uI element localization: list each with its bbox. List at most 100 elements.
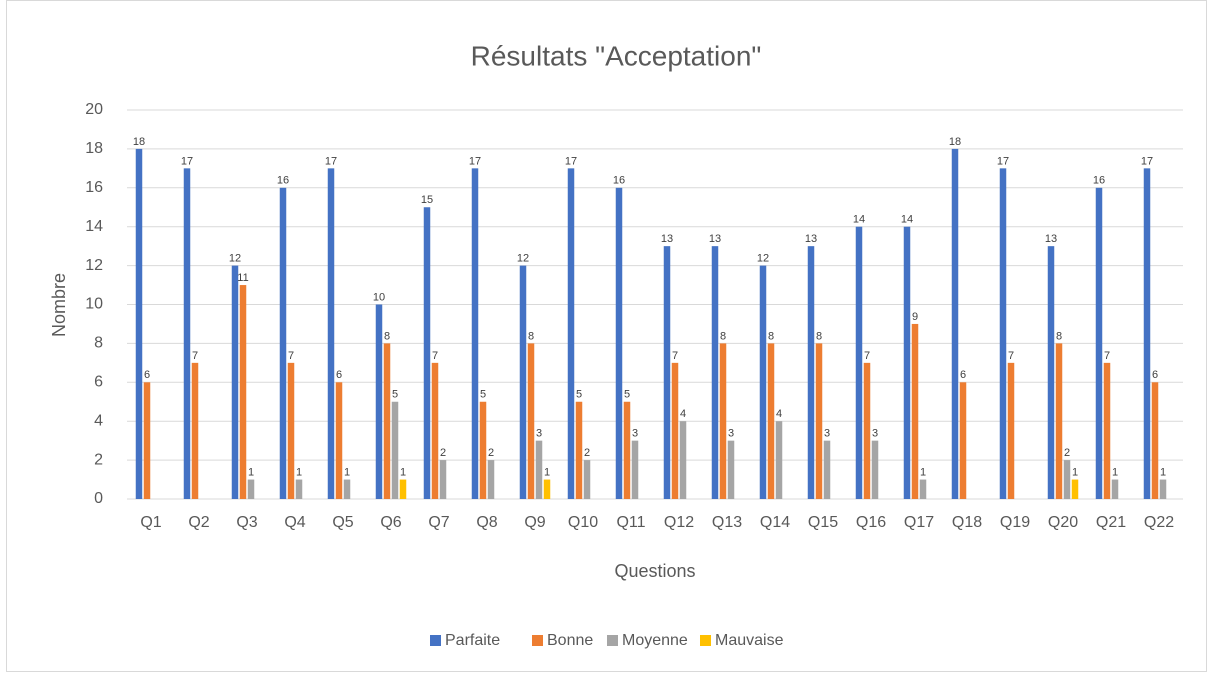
y-tick-label: 14 xyxy=(85,218,103,235)
bar xyxy=(335,382,343,499)
value-label: 1 xyxy=(1112,466,1118,478)
legend-swatch xyxy=(700,635,711,646)
value-label: 8 xyxy=(1056,330,1062,342)
bar xyxy=(759,265,767,499)
bar xyxy=(903,226,911,499)
value-label: 17 xyxy=(181,155,193,167)
y-tick-label: 2 xyxy=(94,451,103,468)
legend-swatch xyxy=(607,635,618,646)
x-tick-label: Q9 xyxy=(524,514,545,531)
value-label: 1 xyxy=(1072,466,1078,478)
x-tick-label: Q18 xyxy=(952,514,982,531)
x-tick-label: Q3 xyxy=(236,514,257,531)
value-label: 17 xyxy=(997,155,1009,167)
value-label: 1 xyxy=(1160,466,1166,478)
bar xyxy=(999,168,1007,499)
y-tick-label: 16 xyxy=(85,179,103,196)
value-label: 1 xyxy=(248,466,254,478)
bar xyxy=(231,265,239,499)
bar xyxy=(479,401,487,499)
x-tick-label: Q19 xyxy=(1000,514,1030,531)
value-label: 2 xyxy=(488,447,494,459)
value-label: 17 xyxy=(565,155,577,167)
value-label: 8 xyxy=(384,330,390,342)
bar xyxy=(1047,246,1055,499)
value-label: 1 xyxy=(296,466,302,478)
bar xyxy=(1095,187,1103,500)
bar xyxy=(375,304,383,499)
bar xyxy=(383,343,391,499)
value-label: 1 xyxy=(544,466,550,478)
bar xyxy=(1159,479,1167,499)
value-label: 3 xyxy=(824,428,830,440)
value-label: 8 xyxy=(720,330,726,342)
bar xyxy=(775,421,783,499)
bar xyxy=(679,421,687,499)
bar xyxy=(1071,479,1079,499)
x-tick-label: Q20 xyxy=(1048,514,1078,531)
x-tick-label: Q4 xyxy=(284,514,305,531)
bar xyxy=(1063,460,1071,499)
value-label: 9 xyxy=(912,311,918,323)
value-label: 1 xyxy=(400,466,406,478)
value-label: 4 xyxy=(680,408,686,420)
value-label: 18 xyxy=(133,136,145,148)
value-label: 7 xyxy=(1008,350,1014,362)
y-tick-label: 12 xyxy=(85,257,103,274)
bar xyxy=(951,148,959,499)
bar xyxy=(807,246,815,499)
bar xyxy=(431,362,439,499)
value-label: 5 xyxy=(392,389,398,401)
bar xyxy=(327,168,335,499)
value-label: 8 xyxy=(768,330,774,342)
x-tick-label: Q17 xyxy=(904,514,934,531)
bar xyxy=(439,460,447,499)
value-label: 13 xyxy=(709,233,721,245)
bar xyxy=(399,479,407,499)
x-tick-label: Q22 xyxy=(1144,514,1174,531)
bar xyxy=(631,440,639,499)
x-tick-label: Q7 xyxy=(428,514,449,531)
value-label: 3 xyxy=(872,428,878,440)
value-label: 1 xyxy=(344,466,350,478)
bar xyxy=(487,460,495,499)
y-tick-label: 10 xyxy=(85,296,103,313)
x-tick-label: Q11 xyxy=(616,514,645,531)
bar xyxy=(423,207,431,499)
value-label: 17 xyxy=(1141,155,1153,167)
legend-swatch xyxy=(532,635,543,646)
legend-label: Mauvaise xyxy=(715,632,784,649)
x-tick-label: Q12 xyxy=(664,514,694,531)
bar xyxy=(1151,382,1159,499)
x-tick-label: Q10 xyxy=(568,514,598,531)
bar xyxy=(1055,343,1063,499)
bar xyxy=(519,265,527,499)
bar xyxy=(711,246,719,499)
value-label: 12 xyxy=(757,253,769,265)
bar xyxy=(863,362,871,499)
value-label: 7 xyxy=(192,350,198,362)
bar xyxy=(919,479,927,499)
bar xyxy=(543,479,551,499)
x-tick-label: Q8 xyxy=(476,514,497,531)
legend-label: Parfaite xyxy=(445,632,500,649)
value-label: 17 xyxy=(469,155,481,167)
value-label: 5 xyxy=(576,389,582,401)
value-label: 4 xyxy=(776,408,782,420)
bar xyxy=(247,479,255,499)
x-tick-label: Q1 xyxy=(140,514,161,531)
x-tick-label: Q15 xyxy=(808,514,838,531)
bar xyxy=(143,382,151,499)
value-label: 8 xyxy=(816,330,822,342)
bar xyxy=(615,187,623,500)
value-label: 3 xyxy=(632,428,638,440)
bar xyxy=(183,168,191,499)
value-label: 1 xyxy=(920,466,926,478)
bar xyxy=(623,401,631,499)
x-tick-label: Q16 xyxy=(856,514,886,531)
value-label: 13 xyxy=(661,233,673,245)
bar xyxy=(567,168,575,499)
value-label: 14 xyxy=(853,214,865,226)
bar xyxy=(1007,362,1015,499)
bar xyxy=(527,343,535,499)
